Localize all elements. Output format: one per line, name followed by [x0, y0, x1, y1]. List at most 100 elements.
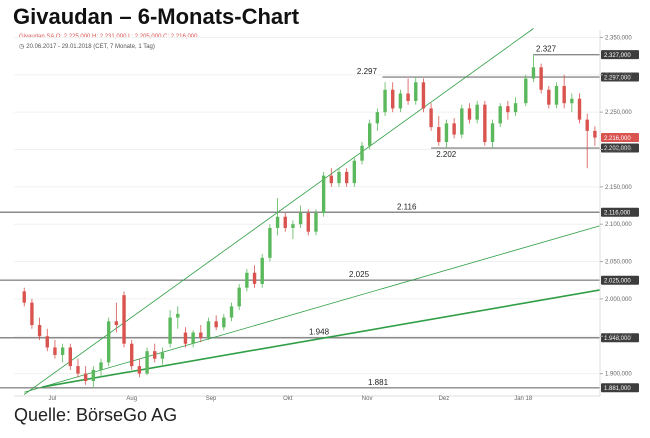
candle-body [122, 295, 126, 344]
candle [22, 287, 26, 307]
candle-body [252, 272, 257, 284]
range-text: 20.06.2017 - 29.01.2018 (CET, 7 Monate, … [26, 44, 155, 50]
candle [585, 113, 589, 169]
clock-icon: ◷ [19, 44, 25, 50]
candle [483, 100, 487, 146]
candle [498, 103, 502, 128]
candle-body [398, 93, 403, 109]
y-tick-label: 2.350,000 [605, 35, 632, 41]
candle-body [437, 127, 441, 143]
candle-body [467, 108, 472, 120]
candle-body [498, 106, 502, 124]
source-note: Quelle: BörseGo AG [14, 405, 178, 425]
level-axis-tag: 2.297,000 [601, 72, 639, 82]
level-axis-tag-bg [601, 72, 639, 82]
candle [367, 119, 372, 150]
candle [398, 89, 403, 113]
candle [375, 108, 380, 131]
candle-body [91, 369, 96, 382]
grid [14, 36, 600, 375]
candle-body [329, 175, 334, 184]
x-tick-label: Aug [126, 396, 137, 402]
y-tick-label: 2.100,000 [605, 222, 632, 228]
candle [577, 93, 582, 124]
y-tick-label: 2.050,000 [605, 260, 632, 266]
level-label: 1.948 [309, 328, 330, 337]
candle [524, 74, 528, 107]
y-tick-label: 1.900,000 [605, 372, 632, 378]
candle-body [391, 89, 395, 109]
candle [60, 343, 65, 363]
level-label: 2.327 [536, 45, 557, 54]
candle-body [153, 351, 157, 359]
candle-body [160, 352, 165, 359]
candle-body [421, 82, 426, 109]
candle [414, 77, 418, 105]
level-label: 2.025 [349, 270, 370, 279]
candle [383, 82, 387, 116]
candle-body [506, 106, 510, 113]
x-tick-label: Okt [283, 396, 293, 402]
level-axis-tag-bg [601, 207, 639, 217]
horizontal-levels: 2.327 2.327,000 2.297 2.297,000 2.202 2.202,0… [0, 45, 639, 393]
candle [137, 358, 142, 378]
candle [391, 82, 395, 113]
candle [145, 347, 149, 376]
level-axis-tag-text: 2.327,000 [604, 53, 631, 59]
level-axis-tag-text: 2.116,000 [604, 210, 631, 216]
level-axis-tag-text: 1.881,000 [604, 386, 631, 392]
candle [306, 209, 310, 236]
y-tick-label: 2.250,000 [605, 110, 632, 116]
level-label: 1.881 [368, 378, 389, 387]
candle-body [460, 108, 464, 135]
candle-body [199, 332, 203, 338]
candle [229, 302, 234, 322]
candle-body [222, 317, 226, 328]
candle [245, 269, 249, 292]
candle-body [406, 93, 410, 101]
candle-body [452, 123, 456, 135]
level-axis-tag: 2.116,000 [601, 207, 639, 217]
candle [291, 220, 295, 240]
candle [252, 265, 257, 288]
level-axis-tag: 2.327,000 [601, 50, 639, 60]
candle-body [539, 67, 543, 90]
candle [490, 119, 495, 149]
candle-body [145, 351, 149, 374]
candle-body [547, 89, 551, 105]
level-label: 2.116 [397, 202, 417, 211]
level-axis-tag: 1.948,000 [601, 333, 639, 343]
candle [570, 93, 574, 113]
candle-body [570, 98, 574, 104]
x-tick-label: Dez [439, 396, 450, 402]
candle-body [260, 257, 264, 284]
candle-body [168, 317, 172, 344]
x-tick-label: Sep [206, 396, 217, 402]
y-tick-label: 2.300,000 [605, 73, 632, 79]
candle-body [577, 98, 582, 120]
candle-body [68, 347, 72, 367]
candle-body [275, 216, 280, 228]
candle [539, 63, 543, 94]
candle-body [268, 227, 272, 258]
candle [467, 103, 472, 124]
candle [513, 97, 518, 116]
candle-body [585, 119, 589, 131]
candle-body [245, 272, 249, 288]
level-axis-tag-bg [601, 333, 639, 343]
candle [206, 317, 211, 340]
candle-body [237, 287, 241, 307]
level-axis-tag-bg [601, 143, 639, 153]
candle [114, 302, 119, 333]
candle-body [114, 321, 119, 326]
candle [444, 119, 449, 149]
candle [321, 171, 326, 217]
y-tick-label: 2.150,000 [605, 185, 632, 191]
candle-body [130, 343, 134, 367]
candle-body [367, 123, 372, 146]
candle [176, 306, 180, 329]
last-close-tag-bg [601, 133, 639, 143]
trend-line [24, 28, 534, 395]
x-tick-label: Jul [49, 396, 57, 402]
candle-body [283, 216, 287, 228]
